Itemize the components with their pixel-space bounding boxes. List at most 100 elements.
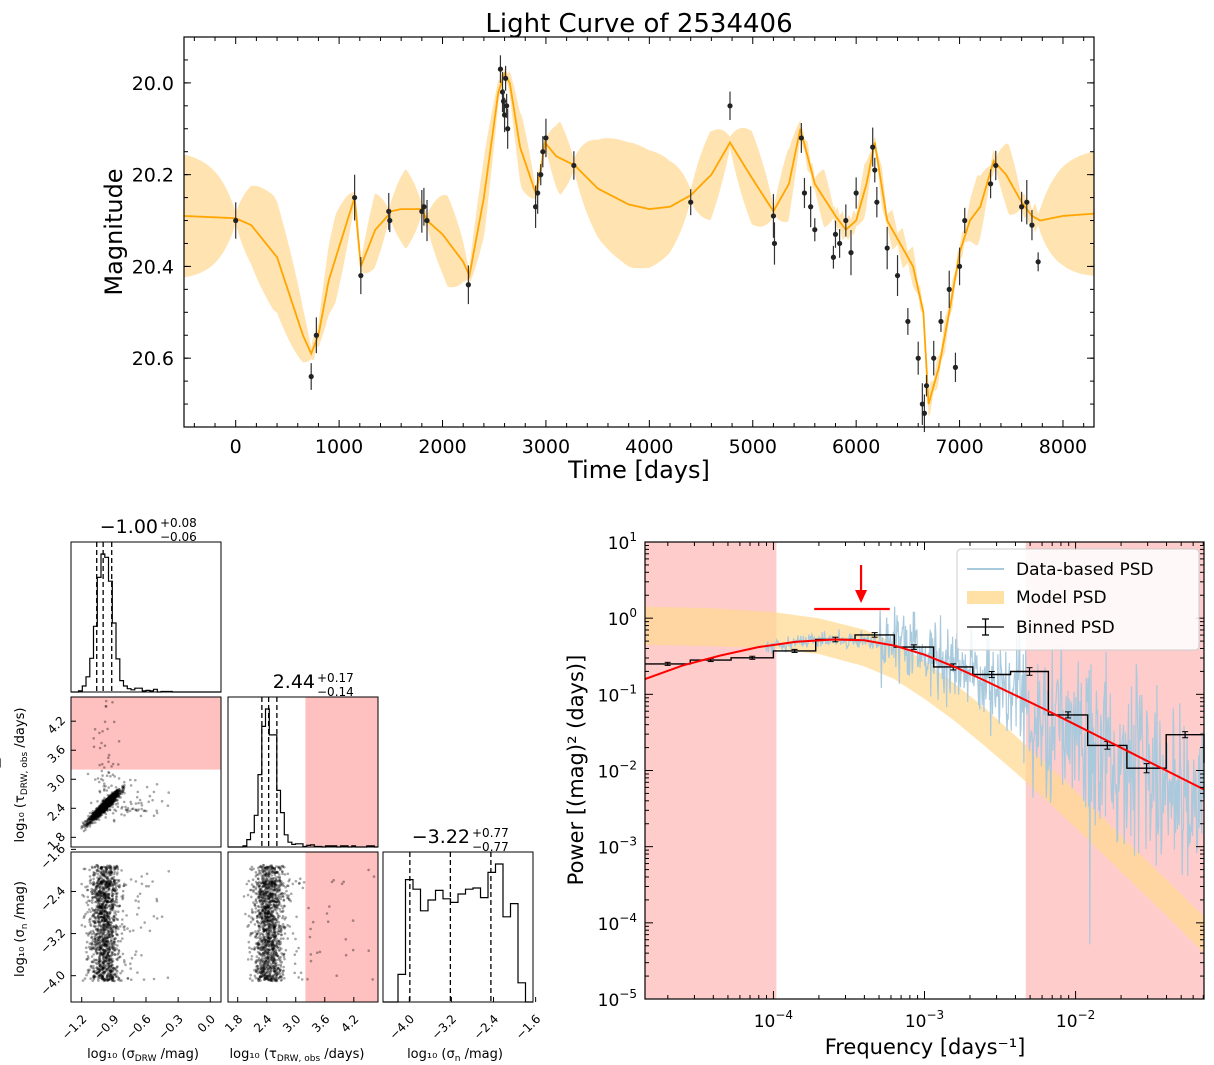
posterior-sample (95, 814, 99, 817)
posterior-sample (104, 807, 107, 811)
posterior-sample (132, 929, 135, 932)
posterior-sample (155, 917, 159, 920)
posterior-sample (115, 795, 119, 798)
posterior-sample (102, 807, 105, 810)
posterior-sample (97, 878, 101, 881)
posterior-sample (102, 805, 105, 809)
posterior-sample (94, 778, 97, 781)
posterior-sample (102, 802, 105, 806)
posterior-sample (137, 801, 140, 805)
observation-point (538, 172, 544, 178)
posterior-sample (101, 805, 105, 808)
posterior-sample (103, 801, 107, 804)
posterior-sample (110, 802, 114, 806)
posterior-sample (101, 905, 104, 908)
posterior-sample (108, 900, 112, 904)
posterior-sample (262, 893, 265, 896)
posterior-sample (100, 867, 103, 871)
posterior-sample (109, 801, 112, 804)
corner-y-tick-label: 3.6 (45, 742, 68, 765)
posterior-sample (92, 815, 95, 819)
posterior-sample (82, 823, 86, 826)
posterior-sample (104, 803, 107, 806)
posterior-sample (102, 803, 105, 807)
posterior-sample (116, 953, 119, 956)
posterior-sample (108, 799, 111, 802)
posterior-sample (94, 950, 98, 954)
posterior-sample (102, 803, 106, 806)
posterior-sample (111, 798, 114, 802)
posterior-sample (99, 809, 102, 813)
posterior-sample (102, 951, 106, 955)
posterior-sample (93, 890, 97, 893)
posterior-sample (108, 798, 111, 802)
observation-point (962, 217, 968, 224)
posterior-sample (88, 817, 91, 821)
posterior-sample (104, 805, 107, 809)
posterior-sample (101, 804, 104, 808)
posterior-sample (110, 801, 114, 804)
posterior-sample (108, 801, 111, 804)
posterior-sample (107, 959, 110, 963)
posterior-sample (98, 805, 101, 808)
posterior-sample (113, 903, 117, 907)
posterior-sample (104, 804, 108, 807)
posterior-sample (100, 804, 103, 807)
posterior-sample (297, 946, 300, 950)
posterior-sample (351, 919, 355, 922)
corner-x-tick-label: 3.6 (309, 1012, 332, 1035)
posterior-sample (109, 798, 112, 802)
posterior-sample (112, 799, 116, 802)
posterior-sample (101, 808, 105, 812)
posterior-sample (100, 808, 104, 812)
posterior-sample (116, 956, 120, 960)
posterior-sample (97, 812, 100, 816)
posterior-sample (101, 806, 104, 810)
posterior-sample (103, 720, 107, 724)
posterior-sample (110, 799, 113, 803)
posterior-sample (110, 796, 114, 800)
posterior-sample (116, 789, 119, 792)
posterior-sample (95, 813, 99, 816)
posterior-sample (103, 802, 106, 806)
posterior-sample (93, 817, 97, 820)
posterior-sample (106, 914, 110, 917)
corner-y-labels: log₁₀ (τDRW, obs /days) log₁₀ (σn /mag) (13, 708, 30, 977)
posterior-sample (103, 804, 107, 807)
posterior-sample (122, 788, 125, 791)
posterior-sample (248, 950, 252, 954)
posterior-sample (119, 939, 122, 943)
posterior-sample (152, 814, 156, 817)
x-tick-label: 7000 (935, 436, 983, 458)
posterior-sample (273, 977, 276, 981)
posterior-sample (294, 937, 297, 941)
posterior-sample (85, 973, 88, 977)
posterior-sample (85, 823, 88, 827)
posterior-sample (138, 892, 142, 896)
posterior-sample (85, 820, 88, 823)
posterior-sample (121, 969, 124, 973)
corner-x-label-sigma-n: log₁₀ (σn /mag) (407, 1047, 503, 1064)
posterior-sample (97, 932, 101, 935)
posterior-sample (101, 803, 105, 807)
posterior-sample (280, 978, 284, 982)
posterior-sample (96, 909, 100, 912)
posterior-sample (119, 791, 122, 794)
posterior-sample (107, 801, 110, 804)
posterior-sample (105, 803, 109, 806)
tick-exp: −3 (926, 1008, 944, 1022)
posterior-sample (109, 909, 113, 912)
posterior-sample (103, 766, 106, 769)
posterior-sample (105, 789, 109, 792)
posterior-sample (136, 971, 139, 974)
posterior-sample (91, 813, 95, 817)
posterior-sample (99, 806, 103, 809)
posterior-sample (84, 946, 88, 949)
posterior-sample (103, 804, 107, 807)
posterior-sample (83, 826, 87, 829)
observation-point (771, 240, 778, 247)
y-tick-label: 20.2 (132, 165, 174, 187)
posterior-sample (96, 807, 100, 810)
posterior-sample (120, 788, 124, 792)
posterior-sample (96, 811, 99, 814)
